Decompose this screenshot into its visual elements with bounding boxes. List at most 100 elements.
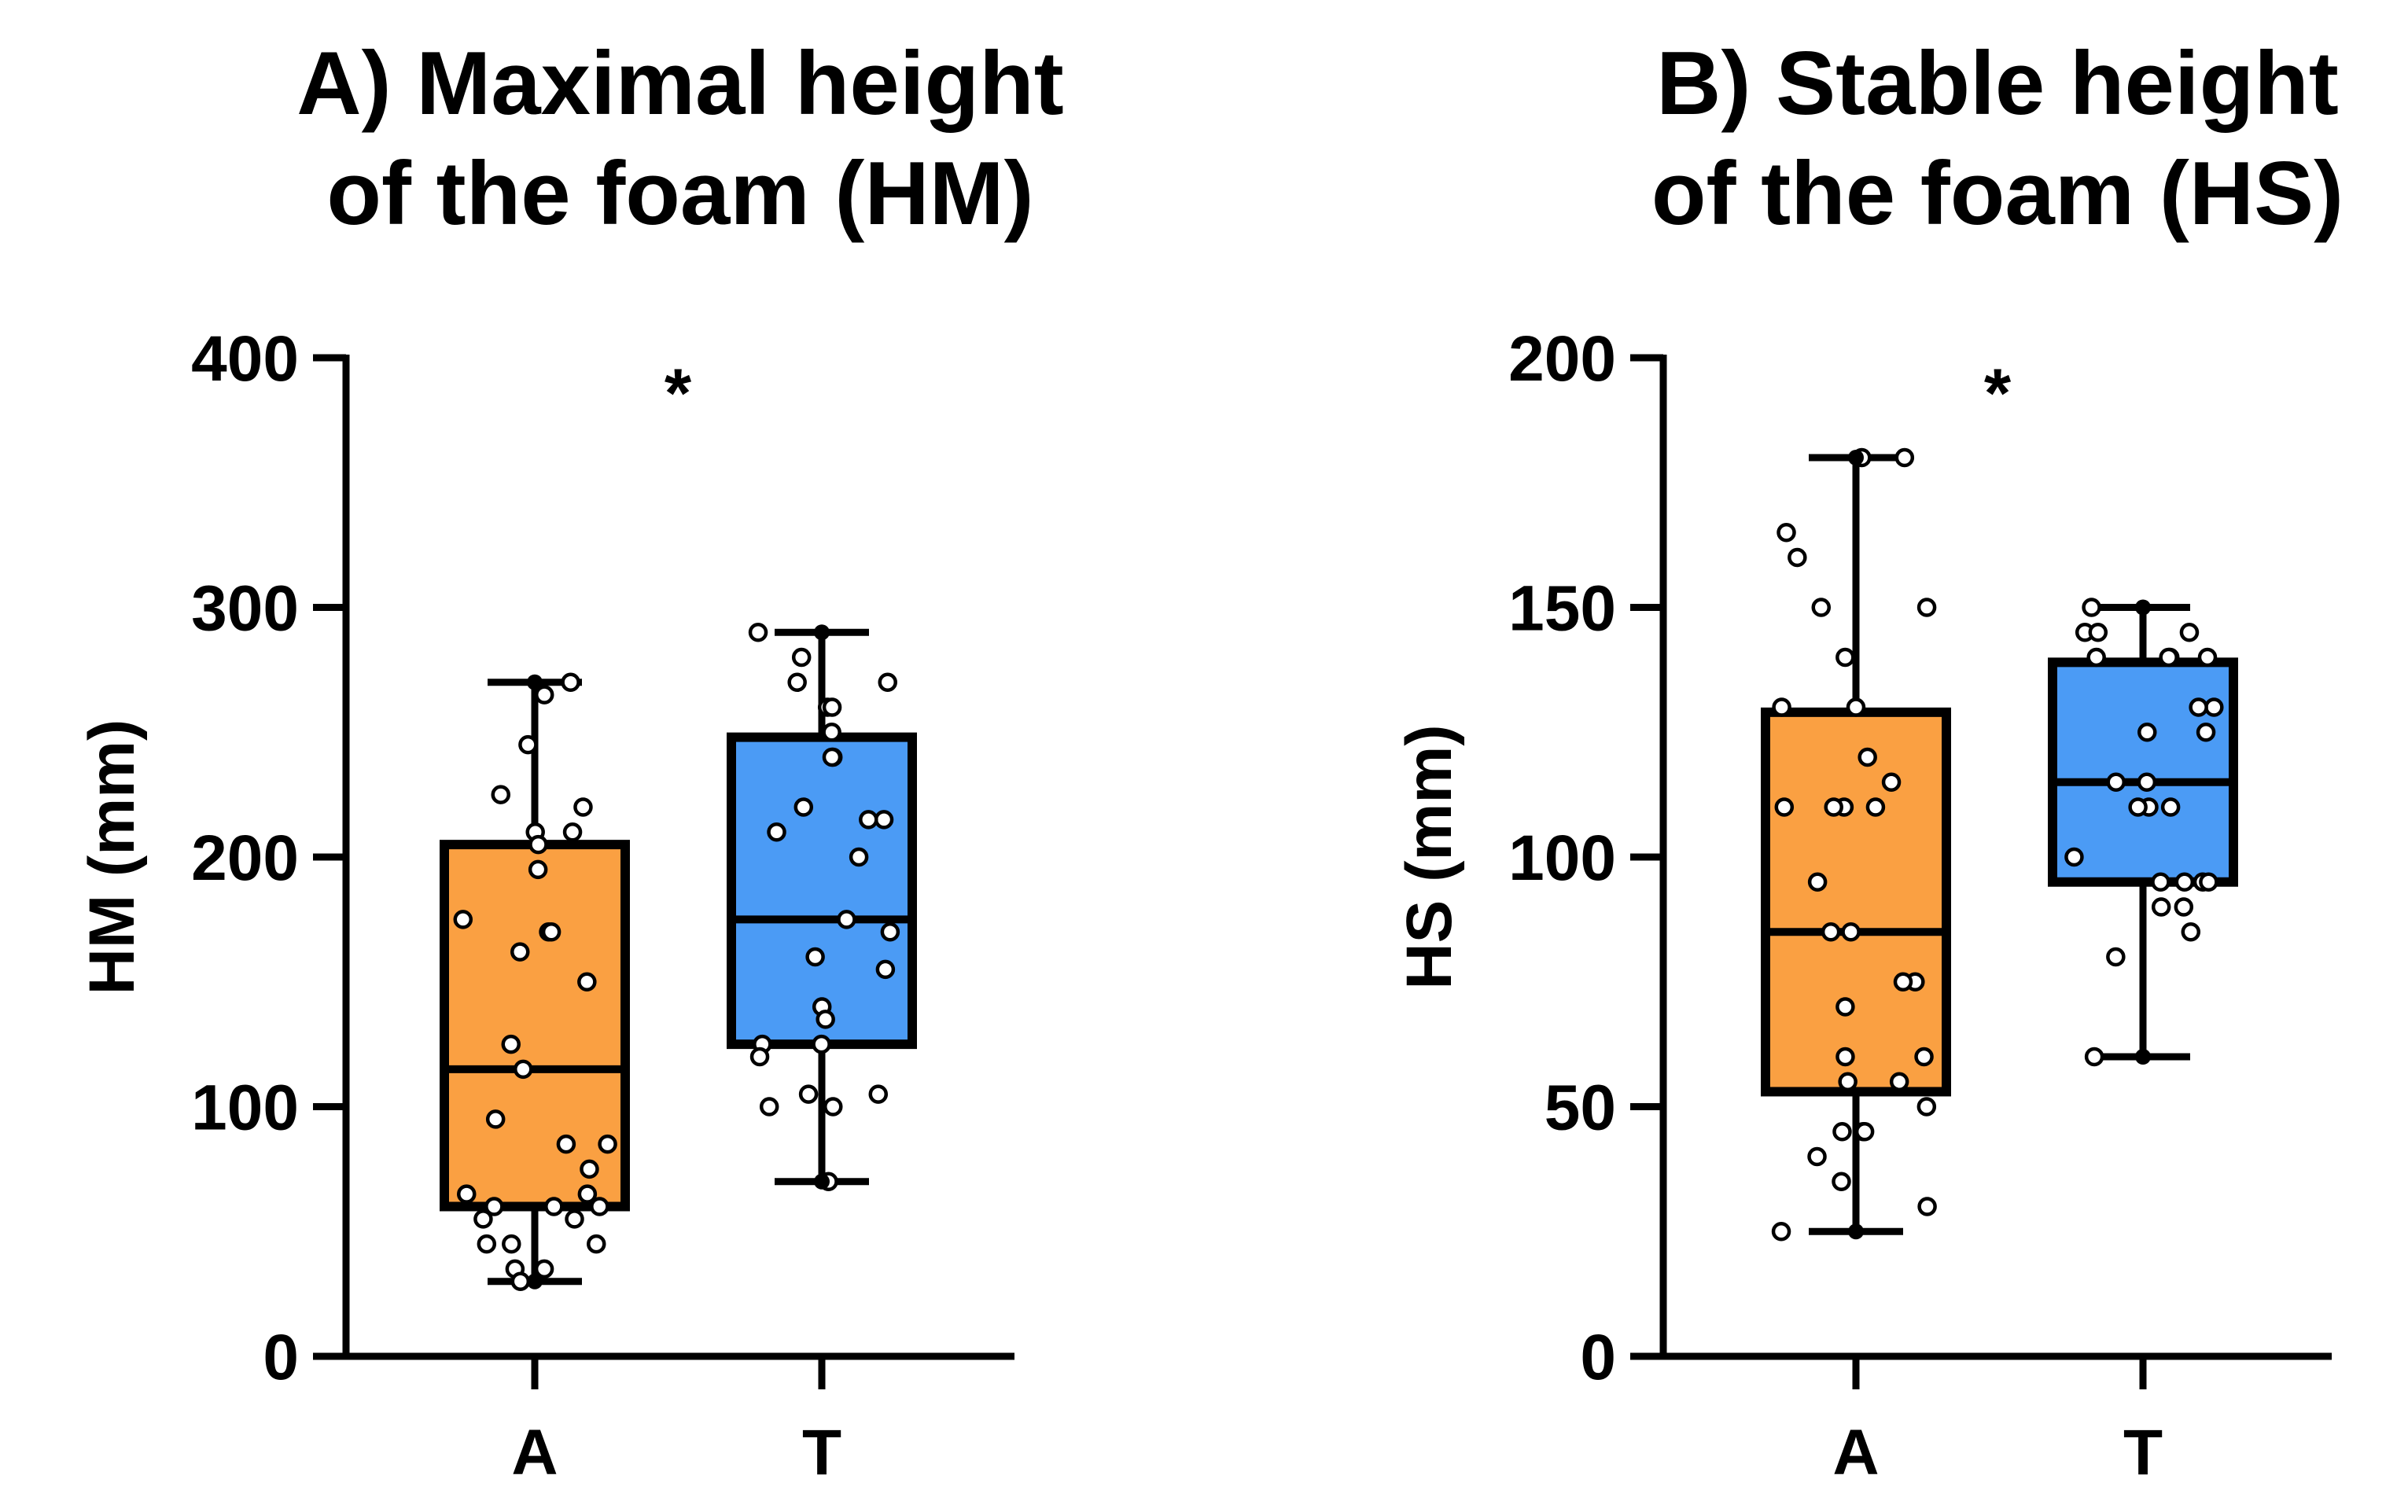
data-point xyxy=(561,672,580,692)
y-tick-label-150: 150 xyxy=(1508,573,1616,645)
data-point xyxy=(816,1010,835,1029)
box-rect-A xyxy=(1761,707,1951,1097)
data-point xyxy=(473,1209,493,1229)
data-point xyxy=(2106,947,2126,967)
data-point xyxy=(1841,922,1861,942)
data-point xyxy=(528,859,548,880)
data-point xyxy=(2196,723,2216,742)
data-point xyxy=(1854,1122,1875,1142)
data-point xyxy=(577,972,597,991)
data-point xyxy=(849,847,869,867)
data-point xyxy=(1881,772,1902,792)
y-tick-label-50: 50 xyxy=(1545,1072,1616,1144)
x-tick-label-A: A xyxy=(1832,1417,1879,1488)
data-point xyxy=(577,1184,598,1204)
y-tick-label-100: 100 xyxy=(1508,822,1616,894)
y-tick-label-100: 100 xyxy=(191,1072,299,1144)
data-point xyxy=(453,910,473,929)
chart-title-line-1: B) Stable height xyxy=(1656,34,2339,134)
y-tick-label-0: 0 xyxy=(1580,1322,1616,1393)
box-rect-A xyxy=(440,840,630,1212)
data-point xyxy=(1807,1146,1827,1167)
box-rect-T xyxy=(2048,657,2238,887)
data-point xyxy=(2084,1047,2104,1067)
data-point xyxy=(2151,872,2171,892)
data-point xyxy=(1832,1172,1851,1191)
y-axis-label: HM (mm) xyxy=(76,719,148,995)
data-point xyxy=(556,1134,576,1154)
data-point xyxy=(2174,872,2195,892)
significance-marker: * xyxy=(665,354,692,432)
data-point xyxy=(805,947,825,967)
y-tick-label-200: 200 xyxy=(1508,323,1616,395)
data-point xyxy=(791,647,812,668)
data-point xyxy=(485,1109,506,1129)
data-point xyxy=(491,785,511,804)
data-point xyxy=(1807,872,1828,892)
points-T xyxy=(748,623,900,1191)
data-point xyxy=(1835,997,1855,1017)
data-point xyxy=(2086,647,2106,668)
data-point xyxy=(502,1234,521,1254)
data-point xyxy=(477,1234,497,1254)
data-point xyxy=(1846,697,1866,717)
y-tick-label-400: 400 xyxy=(191,323,299,395)
data-point xyxy=(2160,797,2181,817)
y-axis-label: HS (mm) xyxy=(1394,724,1465,989)
chart-title-line-2: of the foam (HS) xyxy=(1651,144,2344,244)
data-point xyxy=(528,834,548,855)
data-point xyxy=(518,734,538,755)
data-point xyxy=(562,822,583,842)
data-point xyxy=(1838,1072,1858,1091)
x-tick-label-T: T xyxy=(802,1417,841,1488)
data-point-min xyxy=(527,1273,543,1289)
data-point xyxy=(484,1197,504,1216)
data-point xyxy=(1772,697,1791,717)
data-point xyxy=(573,797,593,817)
data-point xyxy=(812,1034,831,1054)
points-T xyxy=(2064,598,2224,1067)
data-point xyxy=(1832,1122,1852,1142)
data-point xyxy=(510,1271,531,1291)
y-tick-label-200: 200 xyxy=(191,822,299,894)
points-A xyxy=(453,672,617,1291)
data-point xyxy=(822,747,842,767)
data-point xyxy=(2064,847,2084,867)
data-point xyxy=(565,1209,584,1229)
y-tick-label-0: 0 xyxy=(263,1322,299,1393)
data-point xyxy=(787,672,807,692)
data-point xyxy=(822,723,841,742)
chart-title-line-2: of the foam (HM) xyxy=(326,144,1033,244)
data-point xyxy=(2199,872,2218,892)
data-point xyxy=(457,1184,477,1204)
data-point-max xyxy=(527,674,543,690)
data-point xyxy=(2159,647,2178,668)
data-point xyxy=(1916,1097,1937,1117)
data-point xyxy=(874,810,894,830)
data-point xyxy=(1811,598,1832,617)
data-point xyxy=(2189,697,2208,717)
x-tick-label-T: T xyxy=(2123,1417,2163,1488)
data-point xyxy=(2088,623,2108,642)
data-point xyxy=(1788,547,1807,568)
data-point xyxy=(1916,598,1937,617)
data-point xyxy=(822,697,842,717)
significance-marker: * xyxy=(1984,354,2012,432)
data-point xyxy=(798,1084,819,1104)
data-point xyxy=(880,922,900,942)
chart-title-line-1: A) Maximal height xyxy=(296,34,1063,134)
data-point xyxy=(759,1097,779,1117)
data-point xyxy=(1917,1197,1937,1216)
data-point xyxy=(534,685,554,704)
y-tick-label-300: 300 xyxy=(191,573,299,645)
data-point xyxy=(2106,772,2126,792)
data-point xyxy=(1894,447,1915,468)
box-A xyxy=(1761,454,1951,1235)
data-point-min xyxy=(1848,1223,1864,1240)
data-point xyxy=(837,910,856,929)
data-point xyxy=(875,959,896,980)
data-point-max xyxy=(2135,599,2151,616)
